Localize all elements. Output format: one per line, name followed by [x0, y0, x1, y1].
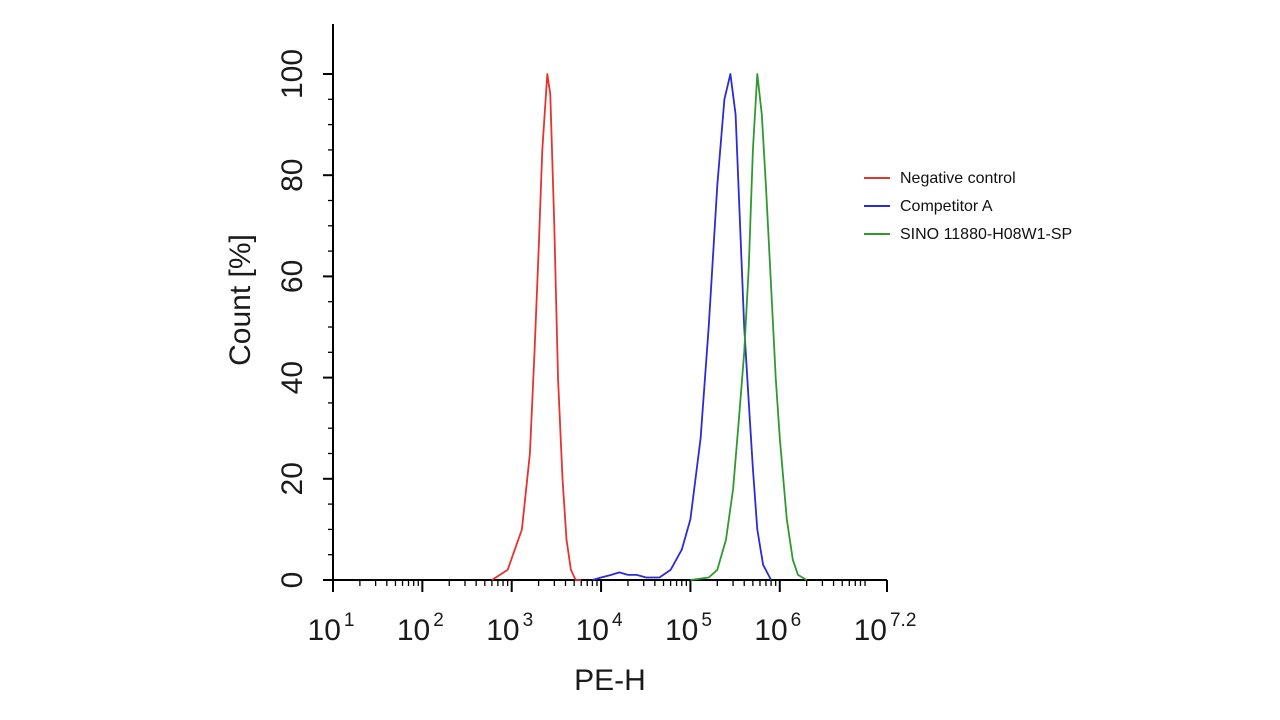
series-line-2: [592, 73, 772, 581]
x-tick-base: 10: [665, 614, 698, 647]
series-line-3: [690, 73, 808, 581]
x-tick-label: 10 6: [754, 610, 801, 647]
x-tick-label: 10 4: [576, 610, 623, 647]
x-tick-exponent: 1: [344, 610, 355, 631]
x-tick-exponent: 4: [612, 610, 623, 631]
x-tick-base: 10: [397, 614, 430, 647]
y-tick-label: 80: [276, 159, 309, 192]
x-tick-base: 10: [754, 614, 787, 647]
y-tick-label: 40: [276, 361, 309, 394]
legend-label: Negative control: [900, 170, 1016, 187]
x-tick-exponent: 6: [791, 610, 802, 631]
y-tick-label: 0: [276, 572, 309, 589]
x-tick-label: 10 7.2: [854, 610, 917, 647]
x-tick-label: 10 3: [486, 610, 533, 647]
x-tick-base: 10: [854, 614, 887, 647]
y-tick-label: 60: [276, 260, 309, 293]
legend-label: SINO 11880-H08W1-SP: [900, 226, 1072, 243]
x-axis-ticks: 10 1 10 2 10 3 10 4 10 5 10 6 10 7.2: [308, 580, 917, 647]
y-axis-ticks: 0 20 40 60 80 100: [276, 49, 333, 588]
x-tick-label: 10 5: [665, 610, 712, 647]
x-tick-exponent: 2: [433, 610, 444, 631]
x-tick-exponent: 5: [701, 610, 712, 631]
x-tick-label: 10 1: [308, 610, 355, 647]
x-tick-exponent: 3: [523, 610, 534, 631]
legend-label: Competitor A: [900, 198, 993, 215]
x-tick-base: 10: [486, 614, 519, 647]
y-tick-label: 100: [276, 49, 309, 99]
series-lines: [491, 73, 808, 581]
x-tick-base: 10: [308, 614, 341, 647]
y-tick-label: 20: [276, 462, 309, 495]
series-line-1: [491, 73, 582, 581]
x-axis-title: PE-H: [574, 664, 646, 697]
x-tick-base: 10: [576, 614, 609, 647]
axes: [332, 24, 887, 581]
legend: Negative control Competitor A SINO 11880-H…: [864, 170, 1072, 243]
x-tick-exponent: 7.2: [890, 610, 916, 631]
x-tick-label: 10 2: [397, 610, 444, 647]
y-axis-title: Count [%]: [224, 234, 257, 366]
